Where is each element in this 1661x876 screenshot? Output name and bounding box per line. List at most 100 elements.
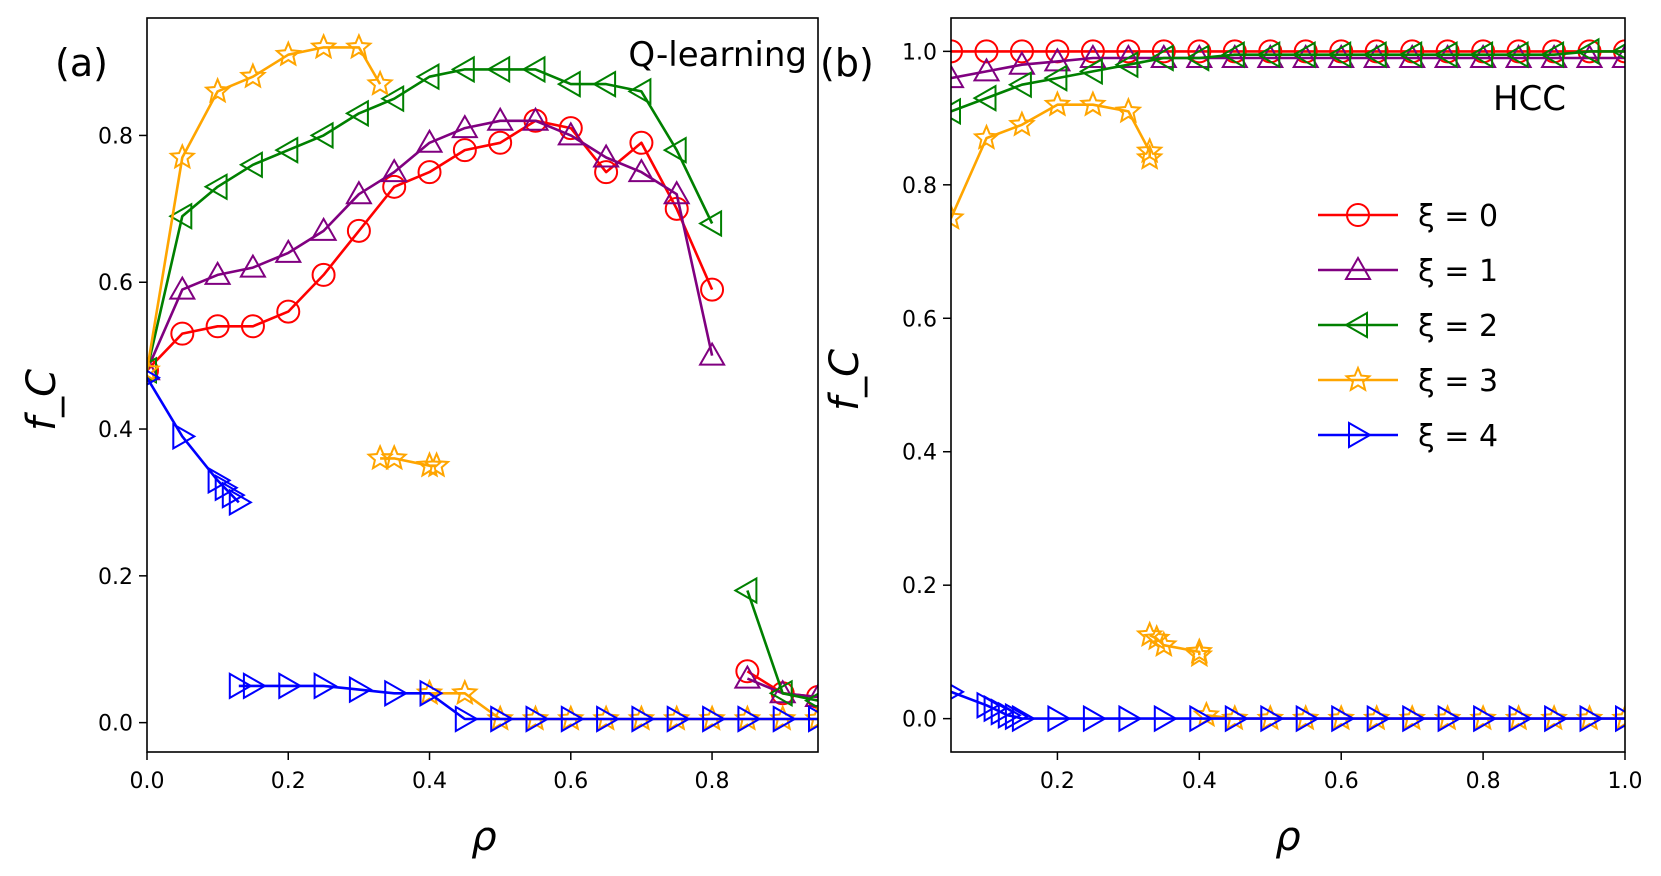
panel-b-series-4-point-0-22	[1579, 704, 1604, 733]
panel-a-series-4-point-0-2	[207, 466, 232, 495]
panel-a-series-4-point-1-15	[737, 705, 762, 733]
panel-b-series-4-point-0-17	[1402, 704, 1427, 733]
panel-b-x-tick-label-3: 0.8	[1466, 769, 1501, 794]
panel-a-series-2-point-0-9	[450, 55, 475, 84]
panel-a-y-tick-label-4: 0.8	[98, 124, 133, 149]
panel-a-series-3-point-1-3	[422, 451, 451, 478]
panel-a-x-tick-label-2: 0.4	[412, 769, 447, 794]
panel-a-series-4-point-1-7	[454, 705, 479, 733]
panel-b-series-1-point-0-11	[1327, 43, 1355, 68]
panel-a-series-3-point-0-5	[309, 32, 338, 60]
panel-b-series-0-point-0-0	[951, 39, 963, 64]
panel-a-series-3-point-1-1	[380, 443, 409, 471]
panel-b-series-3-point-0-1	[972, 123, 1001, 150]
panel-b-series-2-point-0-14	[1433, 40, 1458, 69]
panel-b-series-3-point-0-7	[1135, 143, 1164, 170]
panel-b-series-4-point-0-15	[1331, 704, 1356, 733]
panel-a-series-2-line-0	[147, 68, 714, 371]
legend-label-0: ξ = 0	[1418, 199, 1498, 234]
panel-a-series-2-point-0-13	[592, 70, 617, 98]
panel-a-series-2-point-0-2	[203, 173, 228, 201]
legend-marker-4	[1348, 421, 1373, 449]
panel-b-series-3-point-0-6	[1135, 136, 1164, 164]
panel-a-series-4-line-1	[238, 684, 818, 721]
panel-a-series-1-point-0-12	[557, 121, 585, 146]
panel-b-title: HCC	[1493, 79, 1566, 119]
panel-b-y-tick-label-5: 1.0	[902, 40, 937, 65]
panel-a-x-axis-label: ρ	[471, 814, 496, 860]
panel-a-series-4-point-0-1	[172, 422, 197, 451]
panel-b-series-4-point-0-19	[1473, 704, 1498, 733]
panel-a-series-4	[147, 369, 818, 733]
legend-label-1: ξ = 1	[1418, 254, 1498, 289]
panel-a-series-2-point-0-6	[344, 99, 369, 128]
panel-b-series-2-point-0-6	[1149, 44, 1174, 72]
panel-b-series-2-point-0-13	[1398, 40, 1423, 69]
panel-b-y-tick-label-2: 0.4	[902, 441, 937, 466]
panel-b-series-2-point-0-17	[1540, 40, 1565, 69]
panel-a-y-axis-label: f_C	[19, 369, 65, 431]
panel-b-series-4-point-0-4	[997, 701, 1022, 730]
panel-b-series-4-point-0-8	[1082, 704, 1107, 733]
panel-b-series-1-point-0-1	[972, 57, 1001, 82]
panel-b-series-1-point-0-19	[1611, 43, 1625, 68]
panel-a-series-1-point-0-1	[168, 275, 197, 300]
panel-b-plot-content	[951, 37, 1625, 733]
panel-a-series-1-point-0-7	[380, 158, 408, 183]
panel-b-series-0-point-0-6	[1151, 39, 1176, 64]
panel-a-series-4-point-1-12	[631, 705, 656, 733]
panel-b-series-1-point-0-12	[1362, 43, 1391, 68]
panel-a-series-1-point-0-8	[415, 128, 444, 153]
panel-a-series-4-point-1-4	[348, 675, 373, 704]
panel-a-y-tick-label-3: 0.6	[98, 271, 133, 296]
panel-a-series-2-point-1-1	[768, 679, 793, 708]
panel-a-series-4-point-1-5	[384, 679, 409, 708]
panel-b-series-3-line-0	[951, 103, 1151, 219]
panel-a-series-4-point-1-8	[490, 705, 515, 733]
panel-b-x-tick-label-4: 1.0	[1608, 769, 1643, 794]
panel-b-series-4-point-0-0	[951, 683, 966, 700]
panel-b-series-4-point-0-10	[1153, 704, 1178, 733]
panel-a-series-0-point-0-14	[629, 130, 654, 155]
panel-a-series-1-point-0-3	[239, 253, 267, 278]
panel-a-series-3-point-0-0	[147, 355, 161, 383]
panel-a-series-2-point-0-3	[238, 151, 263, 179]
panel-b-series-1-point-0-6	[1150, 43, 1178, 68]
panel-a-series-1-point-1-2	[804, 682, 818, 707]
panel-a-series-2-point-0-14	[627, 77, 652, 106]
panel-b-series-2	[951, 37, 1625, 126]
panel-a-series-2-point-0-16	[698, 209, 723, 238]
panel-b-y-tick-label-4: 0.8	[902, 174, 937, 199]
panel-b-axes-frame	[950, 17, 1626, 753]
panel-b-series-4-point-0-20	[1508, 704, 1533, 733]
panel-a-series-1-point-0-11	[521, 106, 550, 131]
panel-b-y-tick-label-3: 0.6	[902, 307, 937, 332]
panel-b-series-2-point-0-3	[1043, 64, 1068, 92]
panel-b-series-4-point-0-7	[1047, 704, 1072, 733]
panel-a-series-0-point-1-0	[735, 659, 760, 684]
panel-b-x-tick-label-1: 0.4	[1182, 769, 1217, 794]
panel-a-series-4-point-1-17	[808, 705, 818, 733]
panel-a-series-0	[147, 108, 818, 709]
panel-a-series-1-point-1-1	[768, 679, 797, 704]
panel-a-series-2	[147, 55, 818, 709]
panel-a-series-0-point-0-6	[346, 218, 371, 243]
panel-b: 0.2 0.4 0.6 0.8 1.0 0.0 0.2 0.4 0.6 0.8 1.0 (b) HC…	[820, 17, 1643, 860]
panel-a-series-1-point-0-0	[147, 356, 161, 381]
panel-a-series-1-point-0-2	[203, 260, 232, 285]
panel-a-series-3-point-0-7	[366, 69, 394, 96]
panel-b-series-3-point-1-3	[1185, 637, 1214, 664]
panel-b-series-4-point-0-13	[1260, 704, 1285, 733]
panel-a-series-4-point-1-10	[560, 705, 585, 733]
legend-marker-2	[1343, 311, 1368, 339]
panel-a-series-4-point-1-11	[596, 705, 621, 733]
panel-b-series-4-point-0-16	[1366, 704, 1391, 733]
panel-a-series-2-point-0-15	[662, 136, 687, 164]
panel-a-series-3	[147, 32, 818, 731]
panel-b-x-tick-label-2: 0.6	[1324, 769, 1359, 794]
panel-a-series-3-point-0-6	[345, 32, 373, 60]
panel-b-y-axis-label: f_C	[822, 349, 868, 411]
panel-b-series-0-point-0-2	[1009, 39, 1034, 64]
legend-marker-1	[1344, 255, 1372, 280]
panel-a-series-2-point-0-10	[486, 55, 511, 84]
